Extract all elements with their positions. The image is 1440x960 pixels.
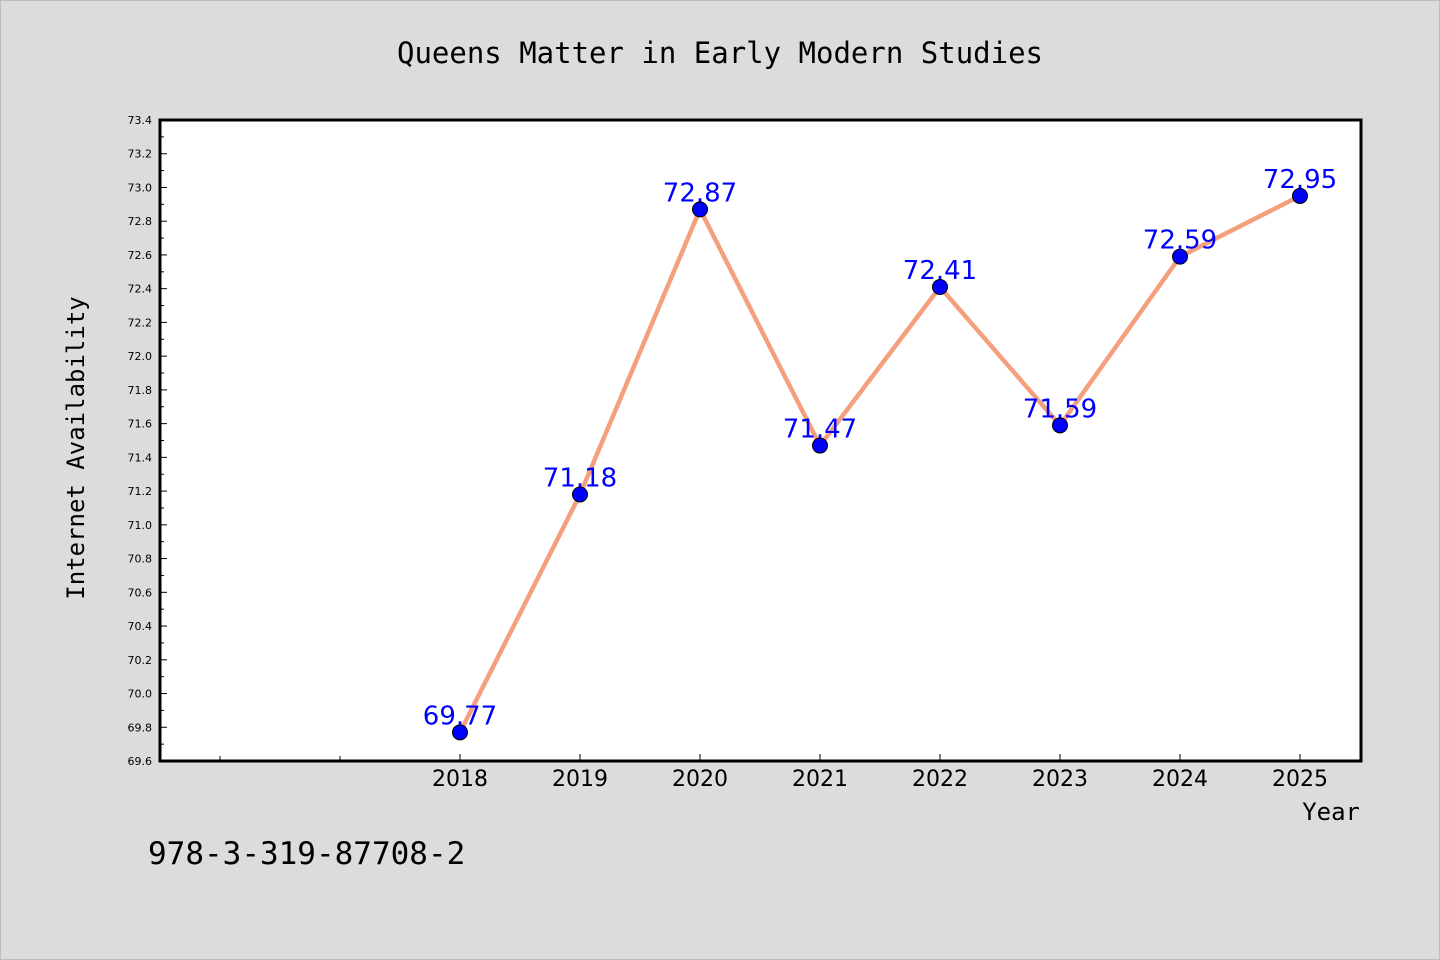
y-tick-label: 72.4: [128, 283, 153, 296]
plot-frame: [158, 118, 1363, 763]
data-label: 72.95: [1263, 165, 1337, 195]
x-tick-label: 2023: [1032, 767, 1088, 792]
data-point: [1172, 248, 1188, 265]
x-tick-label: 2024: [1152, 767, 1208, 792]
data-label: 69.77: [423, 701, 497, 731]
y-tick-label: 70.0: [128, 688, 153, 701]
x-tick-label: 2022: [912, 767, 968, 792]
data-label: 72.87: [663, 178, 737, 208]
data-point: [812, 437, 828, 454]
plot-area: [160, 120, 1361, 761]
y-tick-label: 72.2: [128, 316, 153, 329]
y-tick-label: 69.6: [128, 755, 153, 768]
chart-title: Queens Matter in Early Modern Studies: [397, 36, 1043, 70]
y-tick-label: 71.2: [128, 485, 153, 498]
y-tick-label: 71.6: [128, 418, 153, 431]
data-point: [692, 201, 708, 218]
data-label: 71.47: [783, 415, 857, 445]
x-axis: 2018 2019 2020 2021 2022 2023 2024 2025: [219, 754, 1328, 792]
y-tick-label: 71.0: [128, 519, 153, 532]
y-tick-label: 73.4: [128, 114, 153, 127]
y-tick-label: 72.0: [128, 350, 153, 363]
data-label: 71.59: [1023, 394, 1097, 424]
y-tick-label: 70.8: [128, 553, 153, 566]
y-tick-label: 71.4: [128, 451, 153, 464]
data-point: [1052, 417, 1068, 434]
y-tick-label: 71.8: [128, 384, 153, 397]
y-tick-label: 70.6: [128, 586, 153, 599]
series-line: [457, 193, 1303, 735]
data-label: 72.41: [903, 256, 977, 286]
data-point: [452, 724, 468, 741]
data-label: 72.59: [1143, 226, 1217, 256]
x-tick-label: 2025: [1272, 767, 1328, 792]
y-tick-label: 70.2: [128, 654, 153, 667]
x-tick-label: 2018: [432, 767, 488, 792]
y-tick-label: 73.0: [128, 181, 153, 194]
data-point: [572, 486, 588, 503]
y-axis: 69.6 69.8 70.0 70.2 70.4 70.6 70.8 71.0 71.2 71.4…: [128, 114, 167, 768]
y-tick-label: 72.8: [128, 215, 153, 228]
data-point: [932, 278, 948, 295]
y-tick-label: 70.4: [128, 620, 153, 633]
y-tick-label: 72.6: [128, 249, 153, 262]
x-tick-label: 2020: [672, 767, 728, 792]
y-axis-label: Internet Availability: [62, 296, 90, 599]
x-tick-label: 2019: [552, 767, 608, 792]
isbn-text: 978-3-319-87708-2: [148, 836, 465, 872]
x-axis-label: Year: [1302, 798, 1360, 826]
y-tick-label: 69.8: [128, 721, 153, 734]
x-tick-label: 2021: [792, 767, 848, 792]
data-point: [1292, 187, 1308, 204]
data-label: 71.18: [543, 463, 617, 493]
y-tick-label: 73.2: [128, 148, 153, 161]
series-group: 69.77 71.18 72.87 71.47 72.41 71.59 72.59 72.95: [423, 165, 1337, 741]
